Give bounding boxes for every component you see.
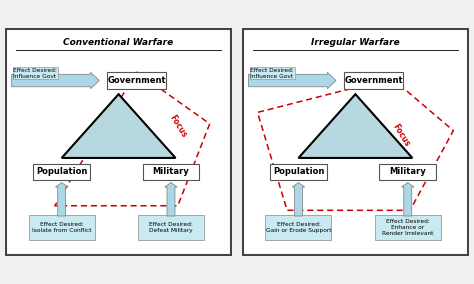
Text: Effect Desired:
Influence Govt: Effect Desired: Influence Govt: [13, 68, 57, 79]
Text: Government: Government: [108, 76, 166, 85]
Text: Military: Military: [153, 167, 189, 176]
FancyArrow shape: [55, 183, 68, 216]
FancyBboxPatch shape: [344, 72, 403, 89]
Text: Population: Population: [36, 167, 87, 176]
FancyArrow shape: [292, 183, 305, 216]
FancyBboxPatch shape: [33, 164, 90, 179]
FancyBboxPatch shape: [265, 215, 331, 240]
FancyBboxPatch shape: [107, 72, 166, 89]
Polygon shape: [299, 94, 412, 158]
Text: Population: Population: [273, 167, 324, 176]
FancyBboxPatch shape: [379, 164, 436, 179]
Text: Effect Desired:
Influence Govt: Effect Desired: Influence Govt: [250, 68, 294, 79]
FancyArrow shape: [248, 72, 336, 89]
Text: Irregular Warfare: Irregular Warfare: [311, 38, 400, 47]
Text: Effect Desired:
Isolate from Conflict: Effect Desired: Isolate from Conflict: [32, 222, 91, 233]
FancyBboxPatch shape: [243, 29, 468, 255]
Text: Focus: Focus: [167, 113, 188, 139]
FancyBboxPatch shape: [28, 215, 95, 240]
FancyBboxPatch shape: [6, 29, 231, 255]
Polygon shape: [62, 94, 175, 158]
FancyArrow shape: [11, 72, 99, 89]
FancyBboxPatch shape: [138, 215, 204, 240]
FancyBboxPatch shape: [270, 164, 327, 179]
FancyArrow shape: [401, 183, 414, 216]
Text: Effect Desired:
Defeat Military: Effect Desired: Defeat Military: [149, 222, 193, 233]
Text: Conventional Warfare: Conventional Warfare: [64, 38, 173, 47]
Text: Focus: Focus: [391, 122, 411, 148]
Text: Government: Government: [344, 76, 403, 85]
FancyArrow shape: [164, 183, 177, 216]
Text: Effect Desired:
Enhance or
Render Irrelevant: Effect Desired: Enhance or Render Irrele…: [382, 219, 433, 236]
FancyBboxPatch shape: [375, 215, 441, 240]
Text: Military: Military: [390, 167, 426, 176]
Text: Effect Desired:
Gain or Erode Support: Effect Desired: Gain or Erode Support: [266, 222, 331, 233]
FancyBboxPatch shape: [143, 164, 200, 179]
